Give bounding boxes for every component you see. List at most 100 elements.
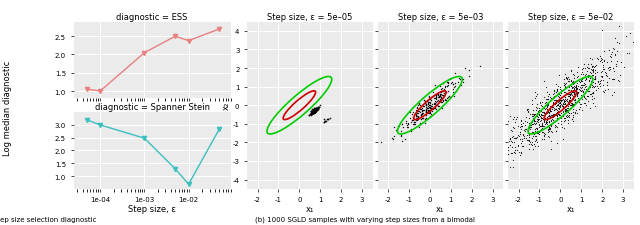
Point	[401, 120, 411, 123]
Point	[543, 98, 554, 101]
Point	[589, 66, 599, 70]
Point	[565, 92, 575, 96]
Point	[529, 119, 540, 123]
Point	[531, 128, 541, 131]
Point	[544, 111, 554, 115]
Point	[505, 115, 515, 119]
Point	[567, 86, 577, 89]
Point	[588, 91, 598, 95]
Point	[566, 93, 576, 96]
Text: Log median diagnostic: Log median diagnostic	[3, 61, 12, 155]
Point	[552, 116, 562, 120]
Point	[312, 108, 322, 112]
Point	[577, 76, 588, 80]
Point	[541, 100, 551, 104]
Point	[552, 108, 563, 112]
Point	[597, 70, 607, 73]
Point	[572, 90, 582, 94]
Point	[515, 151, 525, 155]
Point	[596, 57, 606, 61]
Point	[495, 164, 506, 168]
Point	[551, 108, 561, 111]
Point	[568, 89, 579, 93]
Point	[515, 131, 525, 134]
Point	[529, 116, 540, 119]
Point	[305, 113, 316, 117]
Point	[524, 117, 534, 120]
Point	[573, 85, 584, 88]
Point	[570, 89, 580, 93]
Point	[595, 85, 605, 89]
Point	[632, 48, 640, 52]
Point	[537, 111, 547, 114]
Point	[568, 116, 578, 120]
Point	[454, 77, 464, 81]
Point	[559, 95, 569, 99]
Point	[541, 104, 551, 108]
Point	[567, 104, 577, 107]
Point	[425, 109, 435, 113]
Point	[548, 99, 559, 103]
Point	[632, 40, 640, 43]
Point	[419, 105, 429, 108]
Point	[530, 97, 540, 100]
Point	[534, 102, 545, 106]
Point	[564, 100, 575, 104]
Point	[570, 93, 580, 96]
Point	[545, 107, 556, 110]
Point	[309, 109, 319, 112]
Point	[586, 84, 596, 88]
Point	[481, 165, 491, 168]
Point	[542, 106, 552, 109]
Point	[566, 85, 576, 89]
Point	[432, 99, 442, 103]
Point	[597, 29, 607, 33]
Point	[574, 107, 584, 111]
Point	[539, 135, 549, 138]
Point	[607, 51, 617, 55]
Point	[569, 93, 579, 97]
Point	[559, 83, 569, 87]
Point	[393, 124, 403, 128]
Point	[418, 116, 428, 120]
Point	[436, 95, 447, 99]
Point	[568, 103, 578, 107]
Point	[413, 117, 423, 121]
Point	[545, 108, 555, 111]
Point	[598, 66, 609, 70]
Point	[423, 108, 433, 112]
Point	[507, 151, 517, 155]
Point	[548, 89, 559, 93]
Point	[580, 76, 591, 80]
Point	[542, 110, 552, 114]
Point	[409, 121, 419, 124]
Point	[611, 41, 621, 45]
Point	[579, 63, 589, 67]
Point	[411, 113, 421, 117]
Point	[308, 110, 318, 114]
Point	[531, 109, 541, 113]
Point	[497, 155, 508, 159]
Point	[554, 113, 564, 117]
Point	[532, 120, 542, 124]
Point	[538, 111, 548, 115]
Point	[421, 104, 431, 107]
Point	[585, 77, 595, 81]
Point	[438, 95, 449, 99]
Point	[568, 104, 579, 107]
Point	[522, 121, 532, 125]
Point	[566, 103, 577, 107]
Point	[539, 116, 549, 120]
Point	[557, 137, 568, 141]
Point	[610, 53, 620, 57]
Point	[577, 71, 588, 74]
Point	[544, 126, 554, 130]
Point	[508, 118, 518, 122]
Point	[588, 81, 598, 84]
Point	[306, 110, 316, 113]
Point	[587, 66, 597, 70]
Point	[572, 93, 582, 97]
Point	[424, 114, 435, 118]
Point	[561, 72, 571, 76]
Point	[575, 90, 586, 93]
